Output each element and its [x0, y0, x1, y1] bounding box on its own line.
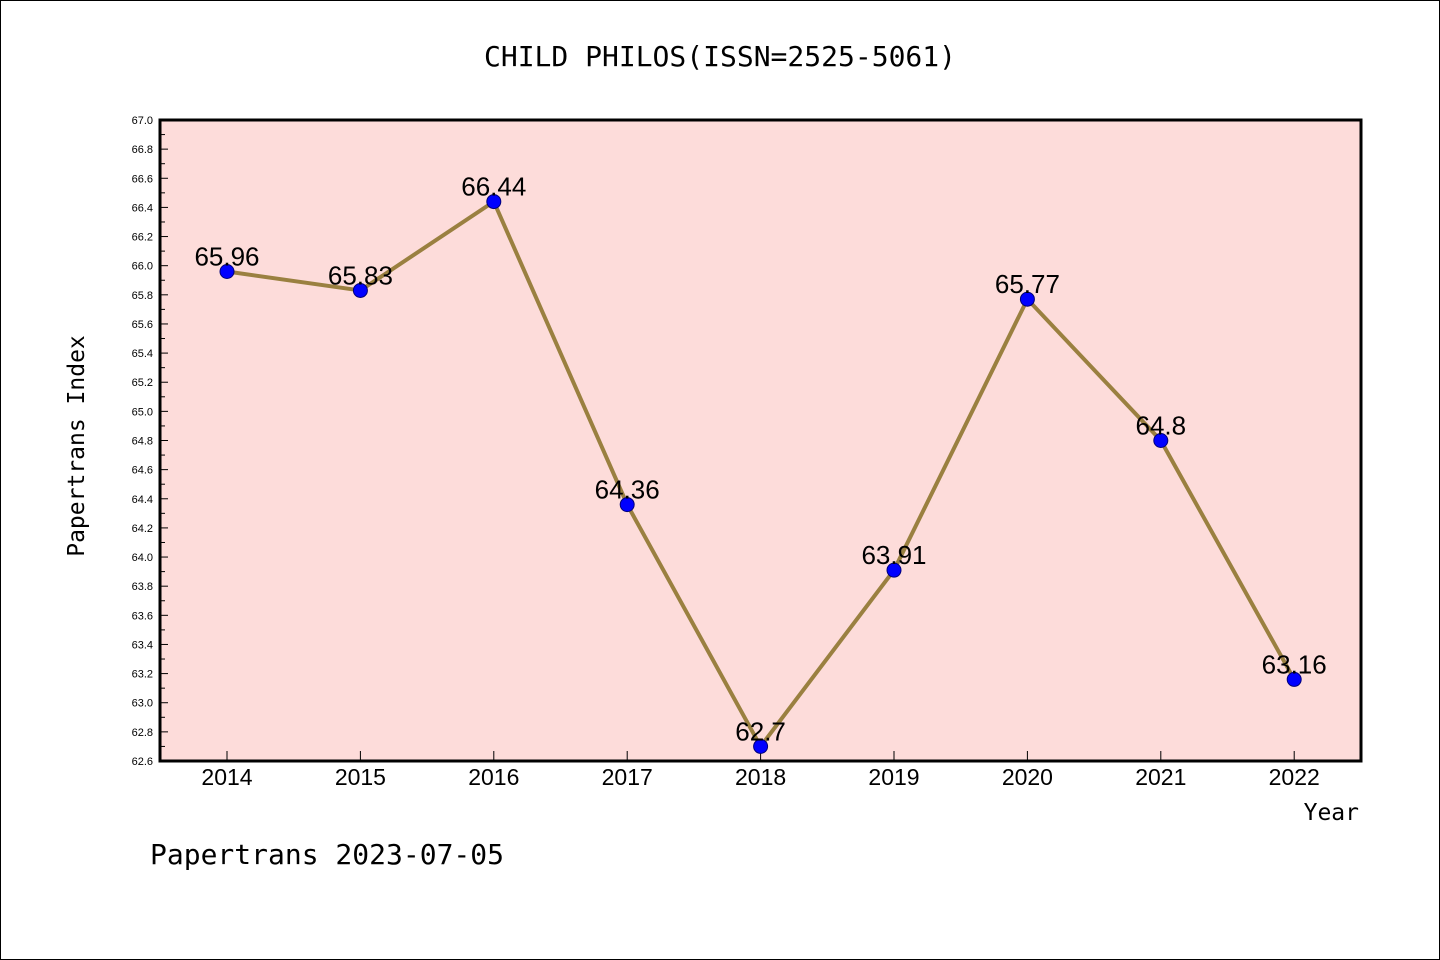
x-tick-label: 2021	[1135, 764, 1186, 790]
x-tick-label: 2019	[868, 764, 919, 790]
y-tick-label: 63.2	[132, 669, 153, 681]
data-label: 62.7	[735, 716, 786, 746]
data-label: 63.16	[1262, 649, 1327, 679]
x-tick-label: 2018	[735, 764, 786, 790]
y-tick-label: 63.0	[132, 698, 153, 710]
y-tick-label: 65.6	[132, 319, 153, 331]
data-label: 64.36	[595, 475, 660, 505]
y-tick-label: 63.8	[132, 581, 153, 593]
y-tick-label: 65.8	[132, 290, 153, 302]
y-tick-label: 64.8	[132, 436, 153, 448]
y-axis-label: Papertrans Index	[64, 335, 90, 557]
data-label: 65.77	[995, 269, 1060, 299]
data-label: 65.96	[194, 242, 259, 272]
data-point	[1286, 671, 1302, 687]
x-tick-label: 2014	[201, 764, 252, 790]
data-label: 65.83	[328, 260, 393, 290]
data-label: 66.44	[461, 172, 526, 202]
data-point	[1019, 291, 1035, 307]
y-tick-label: 67.0	[132, 115, 153, 127]
x-axis-label: Year	[1304, 800, 1359, 826]
y-tick-label: 62.6	[132, 756, 153, 768]
y-tick-label: 64.2	[132, 523, 153, 535]
data-label: 64.8	[1135, 411, 1186, 441]
x-tick-label: 2017	[602, 764, 653, 790]
data-point	[219, 264, 235, 280]
y-tick-label: 65.2	[132, 377, 153, 389]
y-tick-label: 66.8	[132, 144, 153, 156]
y-tick-label: 63.6	[132, 610, 153, 622]
y-tick-label: 62.8	[132, 727, 153, 739]
data-point	[753, 738, 769, 754]
data-point	[1153, 433, 1169, 448]
y-tick-label: 63.4	[132, 639, 153, 651]
data-point	[352, 282, 368, 298]
data-label: 63.91	[861, 540, 926, 570]
data-point	[886, 562, 902, 578]
y-tick-label: 66.6	[132, 173, 153, 185]
x-axis: 2014 2015 2016 2017 2018 2019 2020 2021 2022	[201, 751, 1320, 790]
y-tick-label: 64.0	[132, 552, 153, 564]
data-point	[486, 194, 502, 210]
x-tick-label: 2022	[1269, 764, 1320, 790]
x-tick-label: 2016	[468, 764, 519, 790]
y-tick-label: 64.6	[132, 465, 153, 477]
data-point	[619, 497, 635, 513]
plot-area	[158, 118, 1363, 763]
data-markers	[219, 194, 1302, 754]
y-tick-label: 66.2	[132, 232, 153, 244]
y-tick-label: 65.4	[132, 348, 153, 360]
x-tick-label: 2020	[1002, 764, 1053, 790]
y-tick-label: 65.0	[132, 406, 153, 418]
y-tick-label: 66.0	[132, 261, 153, 273]
x-tick-label: 2015	[335, 764, 386, 790]
data-labels: 65.96 65.83 66.44 64.36 62.7 63.91 65.77 64.8 63…	[194, 172, 1326, 747]
footer-text: Papertrans 2023-07-05	[150, 838, 504, 871]
y-tick-label: 66.4	[132, 202, 153, 214]
chart-title: CHILD PHILOS(ISSN=2525-5061)	[484, 40, 956, 73]
y-axis: 62.6 62.8 63.0 63.2 63.4 63.6 63.8 64.0 64.2 64.4…	[132, 115, 168, 768]
y-tick-label: 64.4	[132, 494, 153, 506]
